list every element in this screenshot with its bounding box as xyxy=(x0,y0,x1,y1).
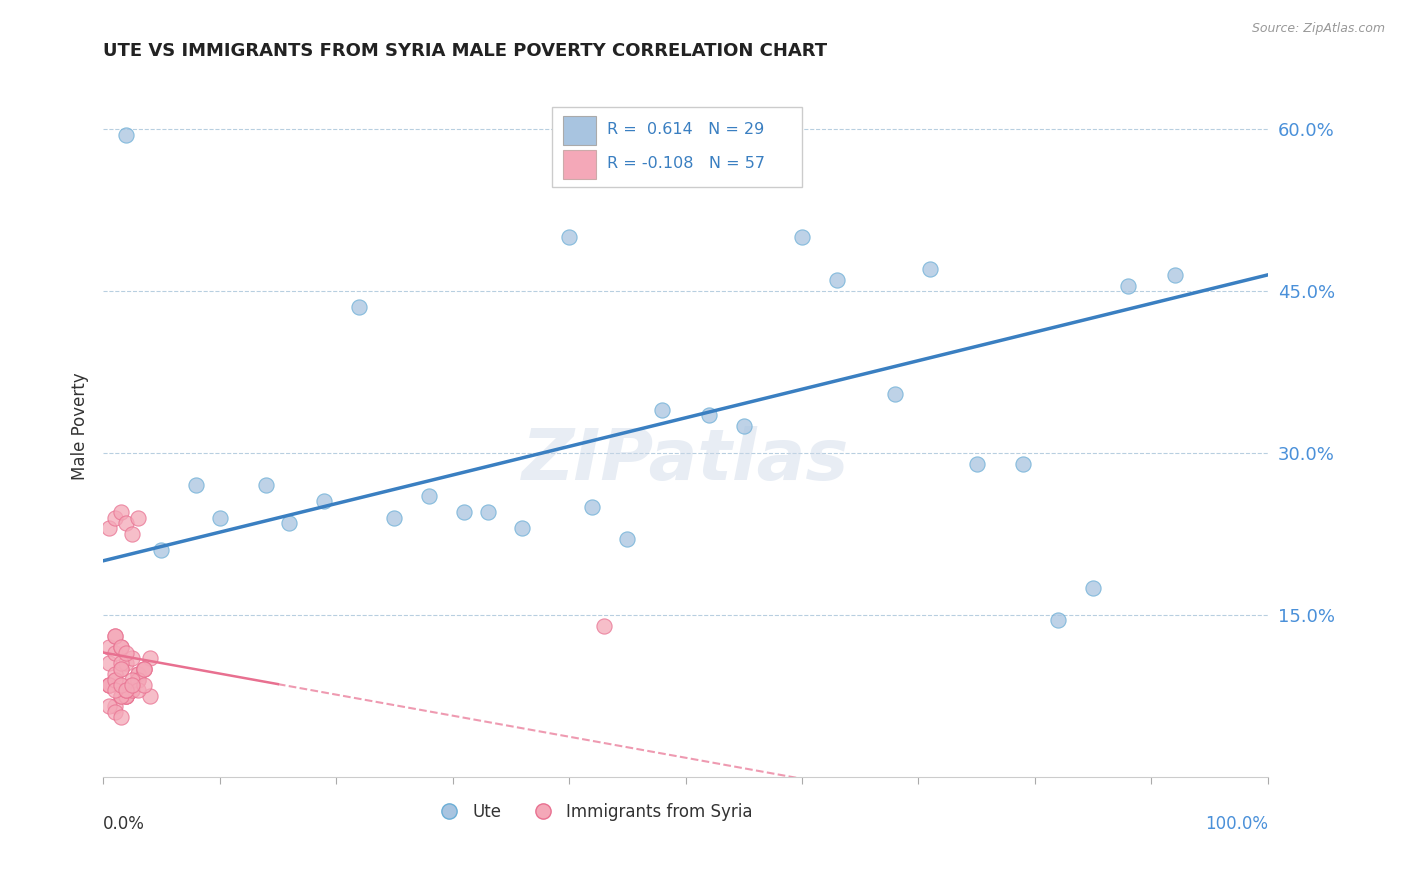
Point xyxy=(97,678,120,692)
Point xyxy=(104,646,127,660)
Point xyxy=(558,230,581,244)
Point xyxy=(132,678,155,692)
Legend: Ute, Immigrants from Syria: Ute, Immigrants from Syria xyxy=(426,797,759,828)
Point xyxy=(97,640,120,654)
Point xyxy=(104,699,127,714)
Point xyxy=(593,618,616,632)
Point xyxy=(966,457,988,471)
Text: UTE VS IMMIGRANTS FROM SYRIA MALE POVERTY CORRELATION CHART: UTE VS IMMIGRANTS FROM SYRIA MALE POVERT… xyxy=(103,42,827,60)
Point xyxy=(616,533,638,547)
Text: 100.0%: 100.0% xyxy=(1205,815,1268,833)
Point xyxy=(110,710,132,724)
Point xyxy=(97,678,120,692)
FancyBboxPatch shape xyxy=(551,107,801,187)
Y-axis label: Male Poverty: Male Poverty xyxy=(72,372,89,480)
Point xyxy=(1116,278,1139,293)
Point xyxy=(115,646,138,660)
Point xyxy=(138,689,160,703)
Point xyxy=(920,262,942,277)
Point xyxy=(104,667,127,681)
Text: ZIPatlas: ZIPatlas xyxy=(522,426,849,495)
Point xyxy=(104,510,127,524)
Point xyxy=(121,526,143,541)
Point xyxy=(127,673,149,687)
Point xyxy=(1164,268,1187,282)
Point xyxy=(110,657,132,671)
Point xyxy=(132,662,155,676)
Point xyxy=(121,678,143,692)
Point xyxy=(453,505,475,519)
Text: R =  0.614   N = 29: R = 0.614 N = 29 xyxy=(607,122,765,137)
Point xyxy=(132,662,155,676)
Point xyxy=(254,478,277,492)
Point xyxy=(97,699,120,714)
Point xyxy=(127,667,149,681)
FancyBboxPatch shape xyxy=(564,150,596,179)
Point xyxy=(121,651,143,665)
Point xyxy=(132,662,155,676)
Point xyxy=(110,689,132,703)
Point xyxy=(110,662,132,676)
Point xyxy=(825,273,848,287)
Point xyxy=(512,521,534,535)
Point xyxy=(477,505,499,519)
Point xyxy=(110,640,132,654)
Point xyxy=(115,689,138,703)
Point xyxy=(186,478,208,492)
Point xyxy=(110,678,132,692)
Point xyxy=(1083,581,1105,595)
Point xyxy=(418,489,440,503)
Point xyxy=(208,510,231,524)
Point xyxy=(104,705,127,719)
Text: Source: ZipAtlas.com: Source: ZipAtlas.com xyxy=(1251,22,1385,36)
Point xyxy=(104,673,127,687)
Point xyxy=(121,683,143,698)
Point xyxy=(121,673,143,687)
Point xyxy=(138,651,160,665)
Point xyxy=(97,657,120,671)
Point xyxy=(110,689,132,703)
Point xyxy=(104,629,127,643)
Point xyxy=(127,683,149,698)
Point xyxy=(278,516,301,530)
Point xyxy=(104,629,127,643)
Point xyxy=(790,230,813,244)
Point xyxy=(110,662,132,676)
Point xyxy=(382,510,405,524)
Point xyxy=(121,683,143,698)
Point xyxy=(104,673,127,687)
FancyBboxPatch shape xyxy=(564,116,596,145)
Point xyxy=(115,128,138,142)
Point xyxy=(115,516,138,530)
Point xyxy=(97,521,120,535)
Point xyxy=(115,689,138,703)
Point xyxy=(115,689,138,703)
Text: 0.0%: 0.0% xyxy=(103,815,145,833)
Point xyxy=(697,408,720,422)
Point xyxy=(581,500,603,514)
Point xyxy=(104,683,127,698)
Point xyxy=(127,667,149,681)
Point xyxy=(115,689,138,703)
Point xyxy=(150,543,173,558)
Point xyxy=(110,505,132,519)
Point xyxy=(127,673,149,687)
Point xyxy=(115,683,138,698)
Text: R = -0.108   N = 57: R = -0.108 N = 57 xyxy=(607,156,765,171)
Point xyxy=(884,386,907,401)
Point xyxy=(121,678,143,692)
Point xyxy=(121,678,143,692)
Point xyxy=(110,640,132,654)
Point xyxy=(733,418,755,433)
Point xyxy=(115,657,138,671)
Point xyxy=(314,494,336,508)
Point xyxy=(127,510,149,524)
Point xyxy=(651,402,673,417)
Point xyxy=(1047,613,1070,627)
Point xyxy=(115,683,138,698)
Point xyxy=(1012,457,1035,471)
Point xyxy=(97,678,120,692)
Point xyxy=(349,300,371,314)
